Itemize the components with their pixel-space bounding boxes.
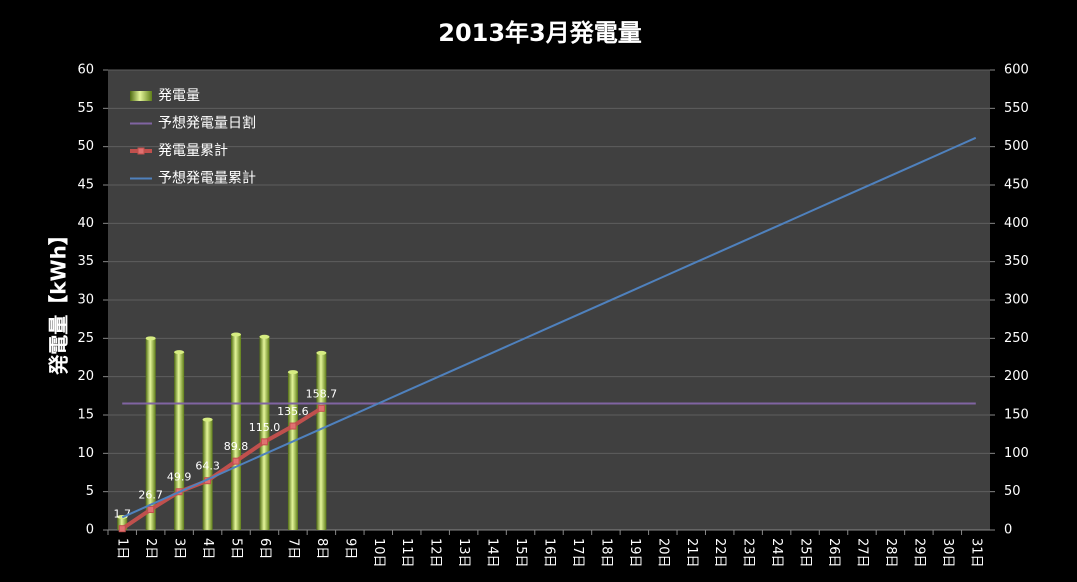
y2-tick-label: 550 — [1004, 101, 1029, 116]
y-tick-label: 60 — [77, 63, 94, 78]
y-tick-label: 50 — [77, 139, 94, 154]
y-tick-label: 30 — [77, 293, 94, 308]
x-tick-label: 20日 — [655, 538, 670, 568]
y-tick-label: 45 — [77, 178, 94, 193]
x-tick-label: 7日 — [285, 538, 300, 559]
bar-top — [259, 334, 270, 339]
data-label: 26.7 — [138, 489, 163, 502]
x-tick-label: 19日 — [627, 538, 642, 568]
bar-top — [316, 350, 327, 355]
y2-tick-label: 100 — [1004, 446, 1029, 461]
x-tick-label: 8日 — [314, 538, 329, 559]
y-tick-label: 25 — [77, 331, 94, 346]
x-tick-label: 9日 — [342, 538, 357, 559]
x-tick-label: 4日 — [200, 538, 215, 559]
marker — [118, 525, 126, 533]
y2-tick-label: 350 — [1004, 254, 1029, 269]
x-tick-label: 11日 — [399, 538, 414, 568]
legend-swatch — [130, 91, 152, 101]
data-label: 158.7 — [306, 387, 338, 400]
x-tick-label: 30日 — [940, 538, 955, 568]
x-tick-label: 27日 — [854, 538, 869, 568]
x-tick-label: 2日 — [143, 538, 158, 559]
x-tick-label: 31日 — [968, 538, 983, 568]
y2-tick-label: 150 — [1004, 408, 1029, 423]
marker — [232, 457, 240, 465]
x-tick-label: 13日 — [456, 538, 471, 568]
chart-title: 2013年3月発電量 — [438, 19, 642, 47]
y2-tick-label: 50 — [1004, 484, 1021, 499]
legend-label: 発電量累計 — [158, 143, 228, 159]
x-tick-label: 26日 — [826, 538, 841, 568]
legend-label: 予想発電量日割 — [158, 115, 256, 132]
y2-tick-label: 450 — [1004, 178, 1029, 193]
legend-label: 予想発電量累計 — [158, 171, 256, 187]
legend-label: 発電量 — [158, 88, 200, 104]
x-tick-label: 1日 — [115, 538, 130, 559]
x-tick-label: 28日 — [883, 538, 898, 568]
y2-tick-label: 600 — [1004, 63, 1029, 78]
bar-top — [202, 417, 213, 422]
bar — [231, 334, 242, 530]
x-tick-label: 5日 — [229, 538, 244, 559]
x-tick-label: 24日 — [769, 538, 784, 568]
x-tick-label: 23日 — [741, 538, 756, 568]
data-label: 89.8 — [224, 440, 249, 453]
y-tick-label: 55 — [77, 101, 94, 116]
y2-tick-label: 500 — [1004, 139, 1029, 154]
x-tick-label: 21日 — [684, 538, 699, 568]
x-tick-label: 18日 — [598, 538, 613, 568]
x-tick-label: 12日 — [428, 538, 443, 568]
marker — [147, 506, 155, 514]
bar — [287, 372, 298, 530]
y-tick-label: 40 — [77, 216, 94, 231]
marker — [260, 438, 268, 446]
marker — [289, 422, 297, 430]
bar — [117, 516, 128, 530]
data-label: 135.6 — [277, 405, 309, 418]
x-tick-label: 6日 — [257, 538, 272, 559]
bar — [202, 419, 213, 530]
bar — [145, 338, 156, 530]
y-tick-label: 20 — [77, 369, 94, 384]
y-tick-label: 35 — [77, 254, 94, 269]
x-tick-label: 10日 — [371, 538, 386, 568]
bar-top — [174, 350, 185, 355]
data-label: 64.3 — [195, 460, 220, 473]
line — [121, 406, 323, 531]
y-axis-label: 発電量【kWh】 — [47, 225, 71, 376]
y2-tick-label: 200 — [1004, 369, 1029, 384]
x-tick-label: 16日 — [542, 538, 557, 568]
x-tick-label: 22日 — [712, 538, 727, 568]
x-tick-label: 25日 — [798, 538, 813, 568]
bar — [174, 352, 185, 530]
y2-tick-label: 250 — [1004, 331, 1029, 346]
y-tick-label: 10 — [77, 446, 94, 461]
data-label: 49.9 — [167, 471, 192, 484]
marker — [317, 404, 325, 412]
bar — [316, 352, 327, 530]
bar — [259, 336, 270, 530]
y2-tick-label: 300 — [1004, 293, 1029, 308]
y2-tick-label: 0 — [1004, 523, 1012, 538]
x-tick-label: 3日 — [172, 538, 187, 559]
data-label: 115.0 — [249, 421, 281, 434]
y-tick-label: 0 — [86, 523, 94, 538]
legend-marker — [137, 147, 145, 155]
data-label: 1.7 — [113, 508, 131, 521]
y2-tick-label: 400 — [1004, 216, 1029, 231]
bar-top — [145, 336, 156, 341]
x-tick-label: 29日 — [911, 538, 926, 568]
x-tick-label: 17日 — [570, 538, 585, 568]
bar-top — [287, 370, 298, 375]
x-tick-label: 15日 — [513, 538, 528, 568]
line — [121, 136, 977, 519]
x-tick-label: 14日 — [485, 538, 500, 568]
y-tick-label: 15 — [77, 408, 94, 423]
bar-top — [231, 332, 242, 337]
y-tick-label: 5 — [86, 484, 94, 499]
